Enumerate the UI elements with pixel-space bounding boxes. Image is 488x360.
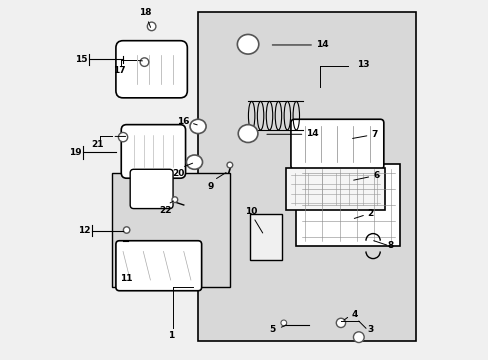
Circle shape [226,162,232,168]
FancyBboxPatch shape [112,173,230,287]
FancyBboxPatch shape [116,241,201,291]
Text: 3: 3 [367,325,373,334]
Circle shape [118,132,127,142]
FancyBboxPatch shape [296,164,399,246]
Text: 15: 15 [75,55,87,64]
Text: 6: 6 [372,171,379,180]
Ellipse shape [238,125,257,143]
Circle shape [353,332,364,342]
Circle shape [147,22,156,31]
Circle shape [336,318,345,328]
Text: 16: 16 [176,117,189,126]
Circle shape [123,227,130,233]
Text: 20: 20 [172,169,184,178]
Text: 17: 17 [113,66,125,75]
Circle shape [172,197,177,203]
Text: 5: 5 [269,325,275,334]
Circle shape [281,320,286,326]
Text: 2: 2 [367,209,373,218]
Circle shape [140,58,148,66]
Text: 18: 18 [139,9,151,18]
Ellipse shape [186,155,202,169]
Text: 19: 19 [69,148,81,157]
Ellipse shape [237,35,258,54]
FancyBboxPatch shape [121,125,185,178]
FancyBboxPatch shape [285,168,384,210]
FancyBboxPatch shape [249,214,282,260]
Text: 22: 22 [159,206,171,215]
Text: 7: 7 [370,130,377,139]
Text: 13: 13 [356,60,369,69]
FancyBboxPatch shape [130,169,173,208]
Text: 14: 14 [305,129,318,138]
Text: 10: 10 [244,207,257,216]
FancyBboxPatch shape [290,119,383,169]
Text: 4: 4 [351,310,357,319]
Text: 1: 1 [168,332,174,341]
Ellipse shape [190,119,205,134]
Text: 21: 21 [91,140,103,149]
Text: 12: 12 [78,226,90,235]
Text: 14: 14 [315,40,328,49]
Text: 8: 8 [386,241,393,250]
Text: 9: 9 [207,182,214,191]
Text: 11: 11 [120,274,133,283]
FancyBboxPatch shape [116,41,187,98]
FancyBboxPatch shape [198,12,415,341]
